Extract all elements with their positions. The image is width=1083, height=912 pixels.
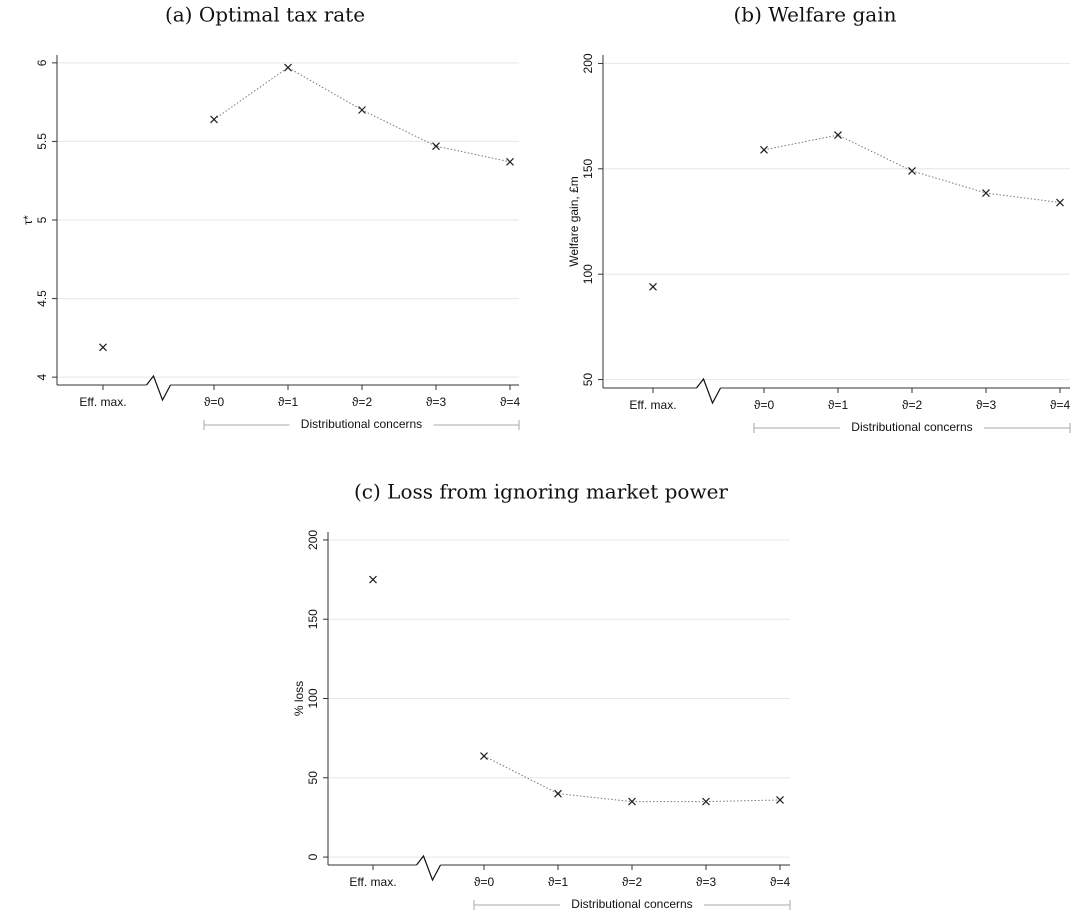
data-marker [99,343,107,352]
marker-stroke [506,157,514,166]
data-marker [480,752,488,760]
data-marker [369,575,377,584]
bracket-label: Distributional concerns [851,420,972,434]
x-tick-label: ϑ=0 [754,398,775,412]
x-tick-label: ϑ=3 [426,395,447,409]
x-tick-label: ϑ=4 [500,395,521,409]
marker-stroke [369,575,377,584]
data-marker [649,282,657,291]
marker-stroke [760,145,768,154]
axis-break [696,377,722,405]
x-tick-label: ϑ=4 [770,875,791,889]
data-marker [1056,198,1064,207]
x-tick-label: ϑ=2 [352,395,373,409]
marker-stroke [432,142,440,151]
bracket-label: Distributional concerns [571,897,692,911]
marker-stroke [554,789,562,798]
x-tick-label: ϑ=1 [278,395,299,409]
marker-stroke [834,131,842,140]
y-tick-label: 6 [35,59,49,66]
x-tick-label: ϑ=3 [696,875,717,889]
y-tick-label: 5 [35,216,49,223]
y-tick-label: 100 [581,264,595,284]
x-tick-label: ϑ=1 [828,398,849,412]
data-marker [776,796,784,804]
x-tick-label: Eff. max. [349,875,396,889]
data-marker [760,145,768,154]
x-tick-label: ϑ=4 [1050,398,1071,412]
data-marker [210,115,218,124]
bracket-label: Distributional concerns [301,417,422,431]
data-line [483,755,781,803]
bracket-label-bg [560,897,704,912]
x-tick-label: Eff. max. [79,395,126,409]
y-tick-label: 5.5 [35,133,49,150]
data-marker [702,797,710,806]
x-tick-label: Eff. max. [629,398,676,412]
y-tick-label: 150 [306,609,320,629]
y-tick-label: 50 [306,771,320,785]
marker-stroke [702,797,710,806]
marker-stroke [99,343,107,352]
y-tick-label: 4.5 [35,290,49,307]
x-tick-label: ϑ=0 [204,395,225,409]
bracket-label-bg [289,417,434,433]
data-marker [284,63,292,72]
y-tick-label: 50 [581,373,595,387]
y-tick-label: 150 [581,158,595,178]
y-tick-label: 0 [306,853,320,860]
data-marker [982,189,990,197]
axis-break-gap [416,863,441,867]
y-axis-label: τ* [21,215,35,225]
data-marker [908,166,916,175]
x-tick-label: ϑ=2 [622,875,643,889]
marker-stroke [480,752,488,760]
x-tick-label: ϑ=3 [976,398,997,412]
chart-title: (b) Welfare gain [733,3,896,27]
y-tick-label: 200 [581,53,595,73]
marker-stroke [1056,198,1064,207]
x-tick-label: ϑ=1 [548,875,569,889]
marker-stroke [358,106,366,114]
data-marker [834,131,842,140]
chart-title: (a) Optimal tax rate [165,3,365,27]
y-axis-label: Welfare gain, £m [567,176,581,267]
data-marker [628,797,636,806]
axis-break [146,374,172,402]
axis-break [416,854,442,882]
marker-stroke [982,189,990,197]
y-axis-label: % loss [292,681,306,716]
marker-stroke [776,796,784,804]
marker-stroke [210,115,218,124]
y-tick-label: 200 [306,530,320,550]
marker-stroke [908,166,916,175]
data-line [213,66,511,163]
marker-stroke [649,282,657,291]
marker-stroke [284,63,292,72]
bracket-label-bg [840,420,984,436]
chart-title: (c) Loss from ignoring market power [354,480,728,504]
x-tick-label: ϑ=2 [902,398,923,412]
y-tick-label: 4 [35,373,49,380]
marker-stroke [628,797,636,806]
axis-break-gap [146,383,171,387]
x-tick-label: ϑ=0 [474,875,495,889]
axis-break-gap [696,386,721,390]
data-marker [358,106,366,114]
data-marker [506,157,514,166]
data-marker [432,142,440,151]
data-marker [554,789,562,798]
y-tick-label: 100 [306,688,320,708]
